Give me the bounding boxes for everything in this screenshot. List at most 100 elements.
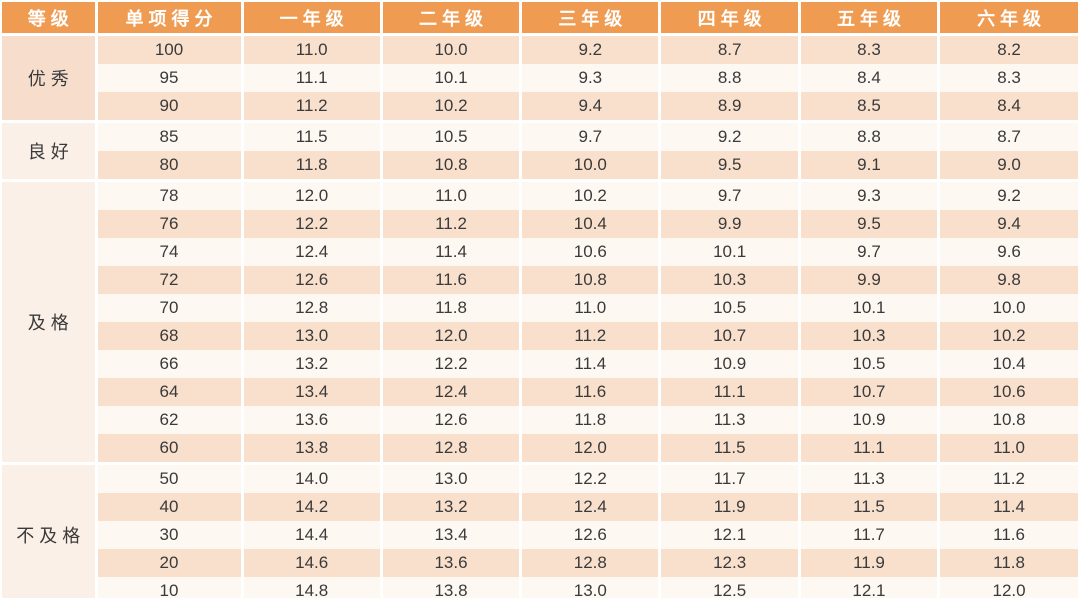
value-cell: 9.5 — [797, 210, 939, 238]
value-cell: 10.6 — [519, 238, 660, 266]
column-header: 六年级 — [937, 2, 1078, 36]
value-cell: 8.5 — [797, 92, 939, 122]
value-cell: 12.4 — [240, 238, 382, 266]
column-header: 二年级 — [379, 2, 521, 36]
table-row: 优秀 100 11.0 10.0 9.2 8.7 8.3 8.2 — [2, 33, 1078, 122]
score-cell: 60 — [94, 434, 242, 464]
grade-group-cell: 及格 — [2, 179, 96, 464]
score-cell: 10 — [94, 577, 242, 598]
score-cell: 70 — [94, 294, 242, 322]
value-cell: 10.9 — [797, 406, 939, 434]
table-row: 72 12.6 11.6 10.8 10.3 9.9 9.8 — [2, 266, 1078, 294]
score-cell: 90 — [94, 92, 242, 122]
value-cell: 11.8 — [937, 549, 1078, 577]
value-cell: 12.0 — [937, 577, 1078, 598]
table-row: 20 14.6 13.6 12.8 12.3 11.9 11.8 — [2, 549, 1078, 577]
value-cell: 14.6 — [240, 549, 382, 577]
value-cell: 14.2 — [240, 493, 382, 521]
table-row: 30 14.4 13.4 12.6 12.1 11.7 11.6 — [2, 521, 1078, 549]
table-row: 62 13.6 12.6 11.8 11.3 10.9 10.8 — [2, 406, 1078, 434]
value-cell: 9.2 — [937, 179, 1078, 210]
value-cell: 12.1 — [658, 521, 800, 549]
column-header: 单项得分 — [94, 2, 242, 36]
value-cell: 10.0 — [379, 33, 521, 64]
value-cell: 11.2 — [519, 322, 660, 350]
score-cell: 66 — [94, 350, 242, 378]
table-body: 优秀 100 11.0 10.0 9.2 8.7 8.3 8.2 95 11.1 10.1 9.3 8.… — [2, 33, 1078, 598]
value-cell: 10.7 — [797, 378, 939, 406]
value-cell: 9.3 — [519, 64, 660, 92]
value-cell: 12.8 — [379, 434, 521, 464]
value-cell: 10.8 — [937, 406, 1078, 434]
value-cell: 9.2 — [519, 33, 660, 64]
value-cell: 11.4 — [379, 238, 521, 266]
value-cell: 12.0 — [240, 179, 382, 210]
value-cell: 12.6 — [379, 406, 521, 434]
value-cell: 9.0 — [937, 151, 1078, 181]
value-cell: 12.6 — [519, 521, 660, 549]
value-cell: 11.2 — [379, 210, 521, 238]
value-cell: 8.8 — [658, 64, 800, 92]
value-cell: 10.6 — [937, 378, 1078, 406]
table-row: 95 11.1 10.1 9.3 8.8 8.4 8.3 — [2, 64, 1078, 92]
value-cell: 9.4 — [519, 92, 660, 122]
value-cell: 10.2 — [379, 92, 521, 122]
value-cell: 11.8 — [379, 294, 521, 322]
value-cell: 8.7 — [658, 33, 800, 64]
value-cell: 11.3 — [658, 406, 800, 434]
value-cell: 10.8 — [519, 266, 660, 294]
value-cell: 11.9 — [658, 493, 800, 521]
value-cell: 12.1 — [797, 577, 939, 598]
table-row: 及格 78 12.0 11.0 10.2 9.7 9.3 9.2 — [2, 179, 1078, 464]
value-cell: 9.5 — [658, 151, 800, 181]
value-cell: 10.4 — [937, 350, 1078, 378]
value-cell: 10.5 — [379, 120, 521, 151]
value-cell: 11.7 — [658, 462, 800, 493]
table-row: 40 14.2 13.2 12.4 11.9 11.5 11.4 — [2, 493, 1078, 521]
value-cell: 12.2 — [240, 210, 382, 238]
value-cell: 9.9 — [658, 210, 800, 238]
value-cell: 9.6 — [937, 238, 1078, 266]
value-cell: 12.0 — [519, 434, 660, 464]
value-cell: 12.4 — [379, 378, 521, 406]
grade-group-cell: 良好 — [2, 120, 96, 181]
table-row: 70 12.8 11.8 11.0 10.5 10.1 10.0 — [2, 294, 1078, 322]
value-cell: 11.8 — [240, 151, 382, 181]
value-cell: 11.0 — [240, 33, 382, 64]
column-header: 等级 — [2, 2, 96, 36]
value-cell: 10.7 — [658, 322, 800, 350]
score-cell: 78 — [94, 179, 242, 210]
score-cell: 85 — [94, 120, 242, 151]
score-cell: 40 — [94, 493, 242, 521]
value-cell: 13.8 — [240, 434, 382, 464]
value-cell: 11.6 — [937, 521, 1078, 549]
value-cell: 13.2 — [240, 350, 382, 378]
value-cell: 10.5 — [797, 350, 939, 378]
value-cell: 10.0 — [519, 151, 660, 181]
value-cell: 9.2 — [658, 120, 800, 151]
value-cell: 12.2 — [519, 462, 660, 493]
score-cell: 64 — [94, 378, 242, 406]
column-header: 四年级 — [658, 2, 800, 36]
value-cell: 12.0 — [379, 322, 521, 350]
value-cell: 12.3 — [658, 549, 800, 577]
value-cell: 9.1 — [797, 151, 939, 181]
value-cell: 11.0 — [379, 179, 521, 210]
grade-group-cell: 优秀 — [2, 33, 96, 122]
score-cell: 68 — [94, 322, 242, 350]
score-cell: 76 — [94, 210, 242, 238]
table-row: 76 12.2 11.2 10.4 9.9 9.5 9.4 — [2, 210, 1078, 238]
value-cell: 11.6 — [519, 378, 660, 406]
value-cell: 9.7 — [797, 238, 939, 266]
value-cell: 12.6 — [240, 266, 382, 294]
value-cell: 8.4 — [937, 92, 1078, 122]
value-cell: 11.0 — [937, 434, 1078, 464]
value-cell: 13.2 — [379, 493, 521, 521]
value-cell: 14.0 — [240, 462, 382, 493]
table-row: 80 11.8 10.8 10.0 9.5 9.1 9.0 — [2, 151, 1078, 181]
value-cell: 8.7 — [937, 120, 1078, 151]
value-cell: 12.2 — [379, 350, 521, 378]
score-cell: 20 — [94, 549, 242, 577]
table-row: 不及格 50 14.0 13.0 12.2 11.7 11.3 11.2 — [2, 462, 1078, 598]
